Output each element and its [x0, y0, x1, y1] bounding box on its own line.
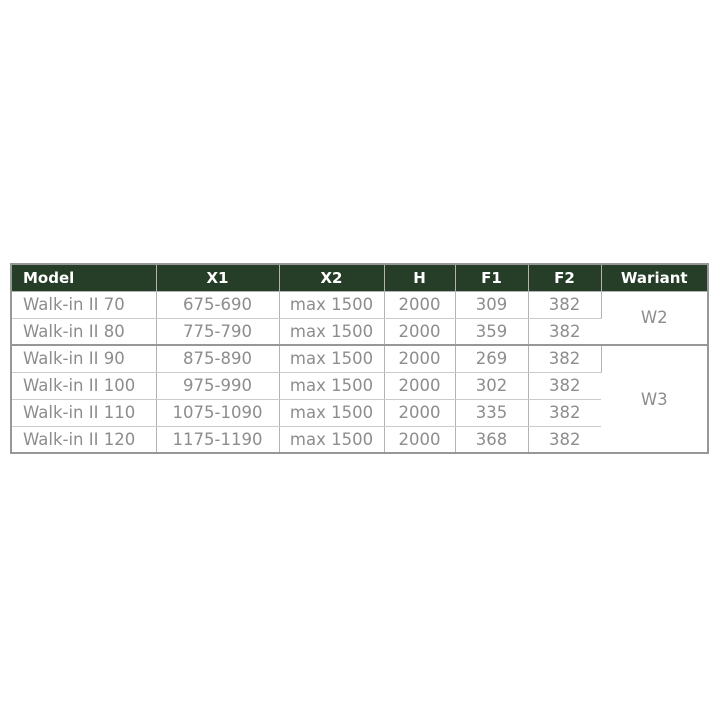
- cell-f1: 302: [455, 372, 529, 400]
- column-header-x1: X1: [156, 264, 280, 292]
- table-row: Walk-in II 80 775-790 max 1500 2000 359 …: [11, 318, 708, 346]
- cell-f1: 269: [455, 345, 529, 373]
- cell-x1: 875-890: [156, 345, 280, 373]
- cell-f2: 382: [528, 345, 602, 373]
- cell-x2: max 1500: [279, 399, 385, 427]
- cell-x2: max 1500: [279, 372, 385, 400]
- cell-f2: 382: [528, 318, 601, 346]
- cell-x2: max 1500: [279, 291, 385, 319]
- cell-x1: 675-690: [156, 291, 280, 319]
- cell-f1: 359: [455, 318, 529, 346]
- column-header-f1: F1: [455, 264, 529, 292]
- cell-f2: 382: [528, 372, 601, 400]
- column-header-h: H: [384, 264, 456, 292]
- cell-f1: 335: [455, 399, 529, 427]
- cell-f2: 382: [528, 426, 601, 454]
- column-header-model: Model: [11, 264, 157, 292]
- cell-model: Walk-in II 80: [11, 318, 157, 346]
- table-row: Walk-in II 100 975-990 max 1500 2000 302…: [11, 372, 708, 400]
- cell-h: 2000: [384, 372, 456, 400]
- variant-cell-w3: W3: [601, 345, 708, 454]
- cell-h: 2000: [384, 399, 456, 427]
- table-row: Walk-in II 90 875-890 max 1500 2000 269 …: [11, 345, 708, 454]
- cell-h: 2000: [384, 318, 456, 346]
- column-header-wariant: Wariant: [601, 264, 708, 292]
- cell-h: 2000: [384, 291, 456, 319]
- cell-x1: 1075-1090: [156, 399, 280, 427]
- cell-x2: max 1500: [279, 318, 385, 346]
- variant-cell-w2: W2: [601, 291, 708, 346]
- cell-h: 2000: [384, 426, 456, 454]
- cell-f2: 382: [528, 291, 602, 319]
- column-header-f2: F2: [528, 264, 602, 292]
- column-header-x2: X2: [279, 264, 385, 292]
- cell-model: Walk-in II 110: [11, 399, 157, 427]
- cell-x1: 1175-1190: [156, 426, 280, 454]
- cell-x2: max 1500: [279, 345, 385, 373]
- cell-model: Walk-in II 70: [11, 291, 157, 319]
- cell-model: Walk-in II 100: [11, 372, 157, 400]
- cell-x1: 775-790: [156, 318, 280, 346]
- spec-table-container: Model X1 X2 H F1 F2 Wariant Walk-in II 7…: [10, 263, 709, 454]
- cell-f1: 368: [455, 426, 529, 454]
- cell-x1: 975-990: [156, 372, 280, 400]
- cell-f2: 382: [528, 399, 601, 427]
- header-row: Model X1 X2 H F1 F2 Wariant: [11, 264, 708, 292]
- cell-model: Walk-in II 90: [11, 345, 157, 373]
- table-row: Walk-in II 110 1075-1090 max 1500 2000 3…: [11, 399, 708, 427]
- cell-h: 2000: [384, 345, 456, 373]
- walk-in-spec-table: Model X1 X2 H F1 F2 Wariant Walk-in II 7…: [10, 263, 709, 454]
- table-row: Walk-in II 120 1175-1190 max 1500 2000 3…: [11, 426, 708, 454]
- cell-x2: max 1500: [279, 426, 385, 454]
- table-row: Walk-in II 70 675-690 max 1500 2000 309 …: [11, 291, 708, 346]
- cell-f1: 309: [455, 291, 529, 319]
- cell-model: Walk-in II 120: [11, 426, 157, 454]
